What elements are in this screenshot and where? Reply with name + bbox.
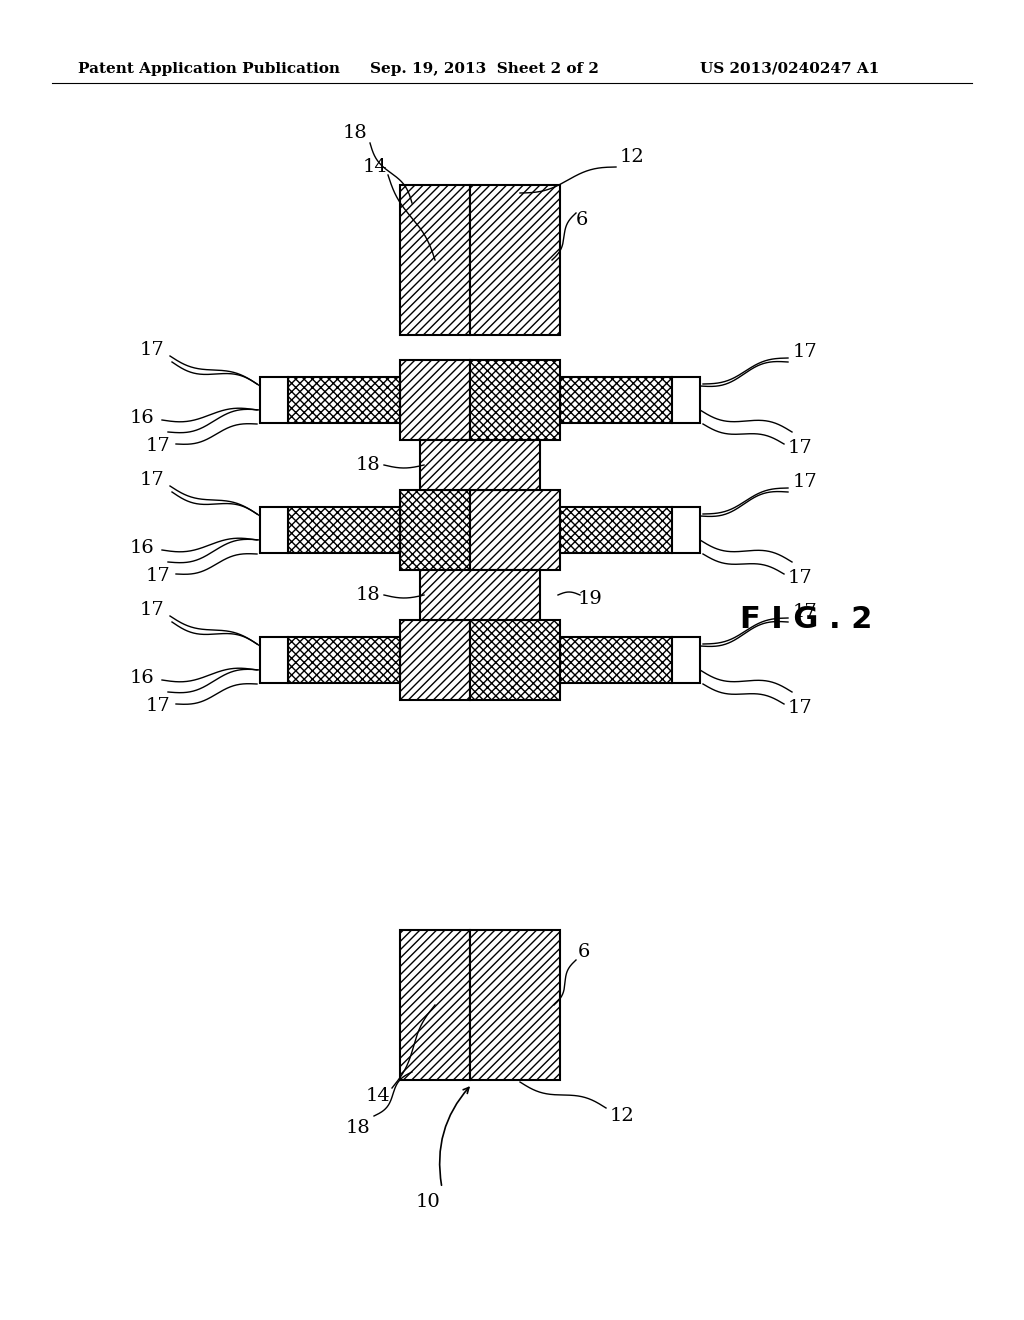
- Bar: [400, 490, 470, 570]
- Text: 12: 12: [609, 1107, 635, 1125]
- Text: 17: 17: [793, 603, 817, 620]
- Text: 17: 17: [145, 437, 170, 455]
- Text: 6: 6: [575, 211, 588, 228]
- Bar: [470, 490, 560, 570]
- Text: 19: 19: [578, 590, 602, 609]
- Text: 16: 16: [130, 669, 155, 686]
- Bar: [470, 620, 560, 700]
- Bar: [420, 440, 540, 490]
- Text: 17: 17: [139, 601, 165, 619]
- Bar: [400, 360, 470, 440]
- Bar: [400, 620, 470, 700]
- Text: 14: 14: [362, 158, 387, 176]
- Bar: [400, 185, 470, 335]
- Text: 18: 18: [343, 124, 368, 143]
- Text: 17: 17: [139, 341, 165, 359]
- Bar: [400, 931, 470, 1080]
- Bar: [672, 507, 700, 553]
- Bar: [288, 638, 400, 682]
- Bar: [560, 638, 672, 682]
- Bar: [260, 378, 288, 422]
- Text: 17: 17: [145, 568, 170, 585]
- Text: 6: 6: [578, 942, 590, 961]
- Bar: [260, 507, 288, 553]
- Text: 16: 16: [130, 409, 155, 426]
- Bar: [288, 507, 400, 553]
- Text: Patent Application Publication: Patent Application Publication: [78, 62, 340, 77]
- Text: 18: 18: [346, 1119, 371, 1137]
- Text: 12: 12: [620, 148, 644, 166]
- Text: 17: 17: [787, 700, 812, 717]
- Bar: [560, 507, 672, 553]
- Bar: [560, 378, 672, 422]
- Text: 18: 18: [355, 455, 380, 474]
- Text: 17: 17: [787, 569, 812, 587]
- Bar: [672, 378, 700, 422]
- Bar: [260, 638, 288, 682]
- Text: 17: 17: [145, 697, 170, 715]
- Text: 18: 18: [355, 586, 380, 605]
- Bar: [470, 185, 560, 335]
- Text: F I G . 2: F I G . 2: [740, 606, 872, 635]
- Text: 17: 17: [139, 471, 165, 488]
- Bar: [420, 570, 540, 620]
- Text: 14: 14: [366, 1086, 390, 1105]
- Bar: [470, 931, 560, 1080]
- Text: US 2013/0240247 A1: US 2013/0240247 A1: [700, 62, 880, 77]
- Bar: [470, 360, 560, 440]
- Text: 17: 17: [793, 343, 817, 360]
- Text: Sep. 19, 2013  Sheet 2 of 2: Sep. 19, 2013 Sheet 2 of 2: [370, 62, 599, 77]
- Text: 10: 10: [416, 1193, 440, 1210]
- Bar: [672, 638, 700, 682]
- Text: 17: 17: [787, 440, 812, 457]
- Bar: [288, 378, 400, 422]
- Text: 16: 16: [130, 539, 155, 557]
- Text: 17: 17: [793, 473, 817, 491]
